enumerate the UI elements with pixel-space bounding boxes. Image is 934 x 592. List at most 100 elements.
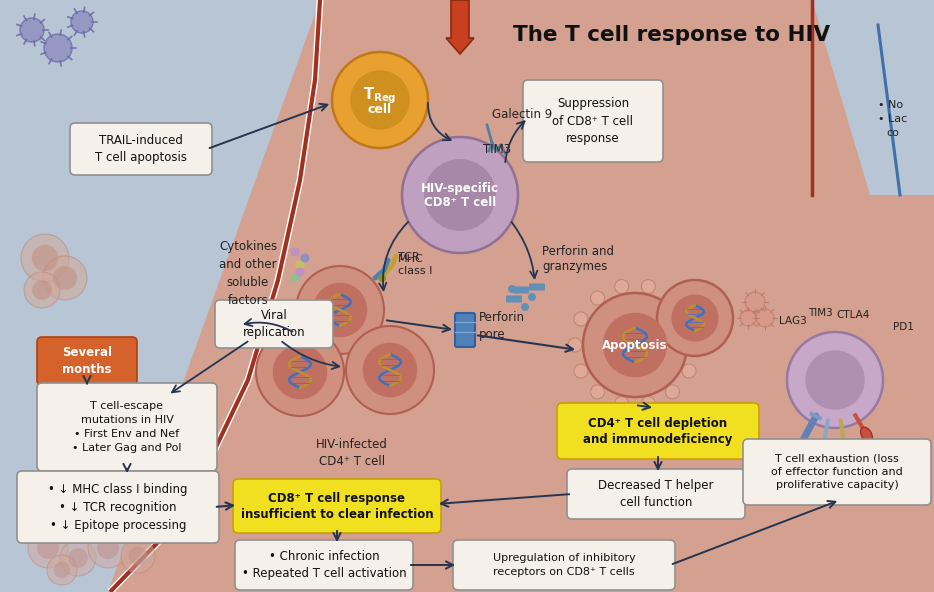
Circle shape: [32, 245, 58, 271]
FancyBboxPatch shape: [743, 439, 931, 505]
FancyBboxPatch shape: [235, 540, 413, 590]
Text: Perforin and
granzymes: Perforin and granzymes: [542, 245, 614, 273]
Circle shape: [332, 52, 428, 148]
Circle shape: [290, 247, 300, 256]
Ellipse shape: [860, 427, 872, 442]
Circle shape: [129, 546, 148, 565]
Text: Galectin 9: Galectin 9: [492, 108, 552, 121]
Circle shape: [362, 343, 417, 397]
Text: $\mathbf{T_{Reg}}$: $\mathbf{T_{Reg}}$: [363, 86, 397, 107]
Text: Suppression
of CD8⁺ T cell
response: Suppression of CD8⁺ T cell response: [553, 97, 633, 145]
Circle shape: [346, 326, 434, 414]
Circle shape: [590, 385, 604, 399]
Text: • No: • No: [878, 100, 903, 110]
FancyArrow shape: [446, 0, 474, 54]
Text: HIV-infected
CD4⁺ T cell: HIV-infected CD4⁺ T cell: [316, 438, 388, 468]
Circle shape: [805, 350, 865, 410]
Circle shape: [672, 294, 718, 342]
Circle shape: [290, 274, 300, 282]
Circle shape: [121, 539, 155, 573]
Circle shape: [756, 309, 774, 327]
Circle shape: [60, 540, 96, 576]
FancyBboxPatch shape: [215, 300, 333, 348]
Circle shape: [97, 537, 119, 559]
Text: Perforin
pore: Perforin pore: [479, 311, 525, 341]
FancyBboxPatch shape: [70, 123, 212, 175]
Circle shape: [573, 312, 587, 326]
Circle shape: [295, 268, 304, 276]
Circle shape: [44, 34, 72, 62]
FancyBboxPatch shape: [453, 540, 675, 590]
Text: TRAIL-induced
T cell apoptosis: TRAIL-induced T cell apoptosis: [95, 134, 187, 164]
Text: Apoptosis: Apoptosis: [602, 339, 668, 352]
Text: TIM3: TIM3: [483, 143, 511, 156]
Circle shape: [615, 397, 629, 410]
Text: T cell-escape
mutations in HIV
• First Env and Nef
• Later Gag and Pol: T cell-escape mutations in HIV • First E…: [72, 401, 182, 453]
FancyBboxPatch shape: [506, 295, 522, 303]
Text: • ↓ MHC class I binding
• ↓ TCR recognition
• ↓ Epitope processing: • ↓ MHC class I binding • ↓ TCR recognit…: [49, 482, 188, 532]
Text: cell: cell: [368, 102, 392, 115]
FancyBboxPatch shape: [513, 287, 529, 294]
Circle shape: [71, 11, 93, 33]
Text: CTLA4: CTLA4: [836, 310, 870, 320]
Text: CD8⁺ T cell response
insufficient to clear infection: CD8⁺ T cell response insufficient to cle…: [241, 491, 433, 520]
Circle shape: [583, 293, 687, 397]
Circle shape: [521, 303, 529, 311]
Circle shape: [682, 312, 696, 326]
Text: Viral
replication: Viral replication: [243, 309, 305, 339]
Circle shape: [295, 260, 304, 269]
Text: The T cell response to HIV: The T cell response to HIV: [514, 25, 830, 45]
FancyBboxPatch shape: [529, 284, 545, 291]
Circle shape: [88, 528, 128, 568]
Text: Several
months: Several months: [62, 346, 112, 377]
FancyBboxPatch shape: [523, 80, 663, 162]
Text: co: co: [886, 128, 899, 138]
Circle shape: [37, 537, 59, 559]
Circle shape: [642, 279, 656, 294]
Text: HIV-specific: HIV-specific: [421, 182, 499, 195]
FancyBboxPatch shape: [455, 313, 475, 347]
Circle shape: [296, 266, 384, 354]
Circle shape: [787, 332, 883, 428]
Circle shape: [256, 328, 344, 416]
Text: Upregulation of inhibitory
receptors on CD8⁺ T cells: Upregulation of inhibitory receptors on …: [492, 554, 635, 577]
FancyBboxPatch shape: [37, 337, 137, 385]
Circle shape: [378, 274, 386, 282]
Text: • Chronic infection
• Repeated T cell activation: • Chronic infection • Repeated T cell ac…: [242, 550, 406, 580]
Circle shape: [740, 310, 756, 326]
Circle shape: [424, 159, 496, 231]
Circle shape: [573, 364, 587, 378]
Circle shape: [568, 338, 582, 352]
Circle shape: [508, 285, 516, 293]
Polygon shape: [0, 0, 320, 592]
Circle shape: [615, 279, 629, 294]
Circle shape: [273, 345, 327, 399]
Circle shape: [642, 397, 656, 410]
Circle shape: [590, 291, 604, 305]
Circle shape: [24, 272, 60, 308]
Circle shape: [688, 338, 702, 352]
Circle shape: [53, 266, 78, 290]
Circle shape: [682, 364, 696, 378]
FancyBboxPatch shape: [37, 383, 217, 471]
Text: • Lac: • Lac: [878, 114, 907, 124]
Text: CD4⁺ T cell depletion
and immunodeficiency: CD4⁺ T cell depletion and immunodeficien…: [584, 417, 732, 446]
Circle shape: [313, 283, 367, 337]
Circle shape: [528, 293, 536, 301]
Text: PD1: PD1: [893, 322, 913, 332]
Circle shape: [657, 280, 733, 356]
Circle shape: [602, 313, 667, 377]
Circle shape: [665, 385, 679, 399]
Polygon shape: [812, 0, 934, 195]
Text: MHC
class I: MHC class I: [398, 255, 432, 276]
Circle shape: [28, 528, 68, 568]
Circle shape: [301, 253, 309, 262]
Circle shape: [350, 70, 410, 130]
Text: CD8⁺ T cell: CD8⁺ T cell: [424, 195, 496, 208]
Text: T cell exhaustion (loss
of effector function and
proliferative capacity): T cell exhaustion (loss of effector func…: [771, 454, 903, 490]
Circle shape: [68, 548, 88, 568]
Text: LAG3: LAG3: [779, 316, 807, 326]
Text: Cytokines
and other
soluble
factors: Cytokines and other soluble factors: [219, 240, 277, 307]
FancyBboxPatch shape: [567, 469, 745, 519]
Circle shape: [32, 280, 52, 300]
